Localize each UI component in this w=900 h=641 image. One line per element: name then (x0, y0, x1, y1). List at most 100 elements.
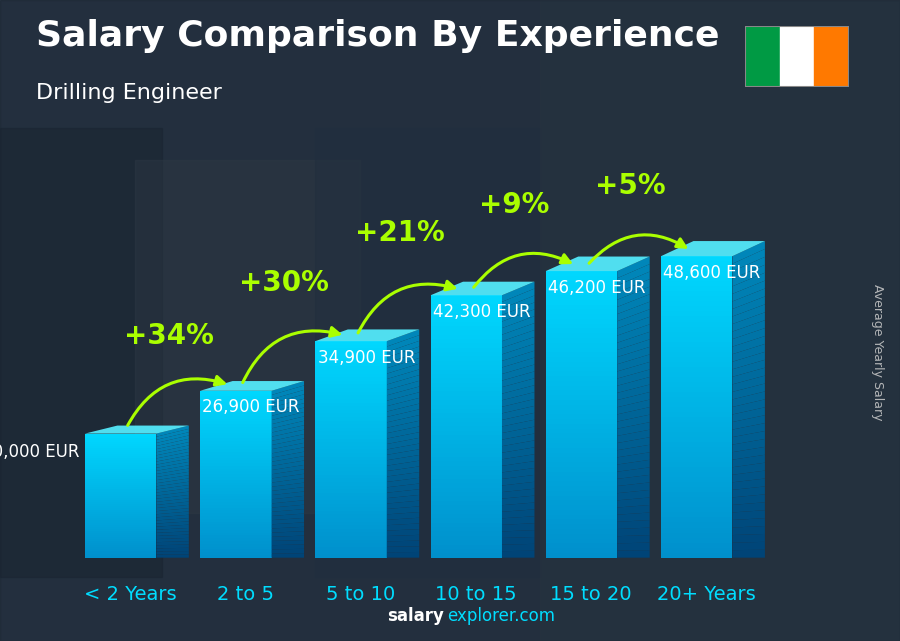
Bar (545, 458, 617, 462)
Bar (200, 547, 272, 549)
Bar (200, 535, 272, 538)
Polygon shape (733, 534, 765, 542)
Polygon shape (502, 365, 535, 381)
Polygon shape (733, 312, 765, 331)
Bar (315, 504, 387, 507)
Polygon shape (502, 371, 535, 387)
Bar (85, 527, 157, 529)
Polygon shape (617, 264, 650, 285)
Polygon shape (502, 358, 535, 374)
Bar (661, 347, 733, 352)
Bar (545, 357, 617, 362)
Text: salary: salary (387, 607, 444, 625)
Polygon shape (617, 347, 650, 364)
Bar (315, 438, 387, 442)
Bar (430, 374, 502, 378)
Bar (545, 538, 617, 544)
Polygon shape (733, 470, 765, 482)
Bar (661, 382, 733, 387)
Polygon shape (502, 551, 535, 558)
Bar (200, 463, 272, 466)
Bar (661, 352, 733, 356)
Bar (200, 402, 272, 404)
Polygon shape (733, 439, 765, 452)
Polygon shape (272, 385, 304, 399)
Text: 5 to 10: 5 to 10 (326, 585, 395, 604)
Bar (85, 460, 157, 463)
Polygon shape (387, 535, 419, 542)
Polygon shape (733, 487, 765, 497)
Bar (661, 331, 733, 337)
Polygon shape (733, 383, 765, 399)
Bar (315, 395, 387, 399)
Polygon shape (502, 288, 535, 308)
Bar (200, 419, 272, 421)
Bar (661, 276, 733, 281)
Bar (200, 444, 272, 446)
Bar (430, 522, 502, 527)
Text: 34,900 EUR: 34,900 EUR (318, 349, 415, 367)
Bar (85, 450, 157, 452)
Polygon shape (502, 392, 535, 407)
Bar (200, 522, 272, 524)
Bar (430, 492, 502, 496)
Bar (661, 256, 733, 262)
Polygon shape (502, 330, 535, 348)
Bar (315, 507, 387, 511)
Bar (661, 362, 733, 367)
Bar (661, 547, 733, 553)
Bar (315, 449, 387, 453)
Bar (430, 404, 502, 409)
Text: 42,300 EUR: 42,300 EUR (433, 303, 530, 321)
Bar (661, 266, 733, 271)
Bar (661, 372, 733, 377)
Polygon shape (733, 503, 765, 512)
Polygon shape (387, 444, 419, 455)
Bar (315, 475, 387, 478)
Bar (85, 529, 157, 531)
Text: 15 to 20: 15 to 20 (551, 585, 632, 604)
Bar (315, 417, 387, 420)
Bar (430, 505, 502, 510)
Polygon shape (733, 320, 765, 339)
Bar (200, 477, 272, 480)
Polygon shape (387, 335, 419, 352)
Bar (430, 549, 502, 553)
Polygon shape (387, 552, 419, 558)
Bar (85, 500, 157, 502)
Bar (85, 433, 157, 436)
Bar (315, 399, 387, 403)
Bar (85, 448, 157, 450)
Polygon shape (502, 420, 535, 433)
Bar (315, 435, 387, 438)
Bar (85, 506, 157, 508)
Polygon shape (617, 490, 650, 501)
Bar (545, 367, 617, 371)
Bar (545, 448, 617, 453)
Polygon shape (733, 265, 765, 287)
Bar (430, 474, 502, 479)
Bar (200, 488, 272, 491)
Bar (200, 469, 272, 471)
Bar (315, 493, 387, 496)
Polygon shape (387, 540, 419, 547)
Polygon shape (617, 467, 650, 479)
Bar (200, 538, 272, 541)
Bar (200, 497, 272, 499)
Bar (661, 487, 733, 492)
Polygon shape (272, 478, 304, 487)
Polygon shape (733, 526, 765, 535)
Polygon shape (157, 515, 189, 520)
Bar (315, 410, 387, 413)
Bar (545, 371, 617, 376)
Polygon shape (502, 316, 535, 335)
Bar (85, 446, 157, 448)
Polygon shape (272, 465, 304, 474)
Polygon shape (387, 347, 419, 363)
Polygon shape (387, 353, 419, 368)
Bar (661, 492, 733, 497)
Bar (315, 363, 387, 367)
Polygon shape (430, 281, 535, 296)
Bar (200, 454, 272, 458)
Bar (430, 514, 502, 519)
